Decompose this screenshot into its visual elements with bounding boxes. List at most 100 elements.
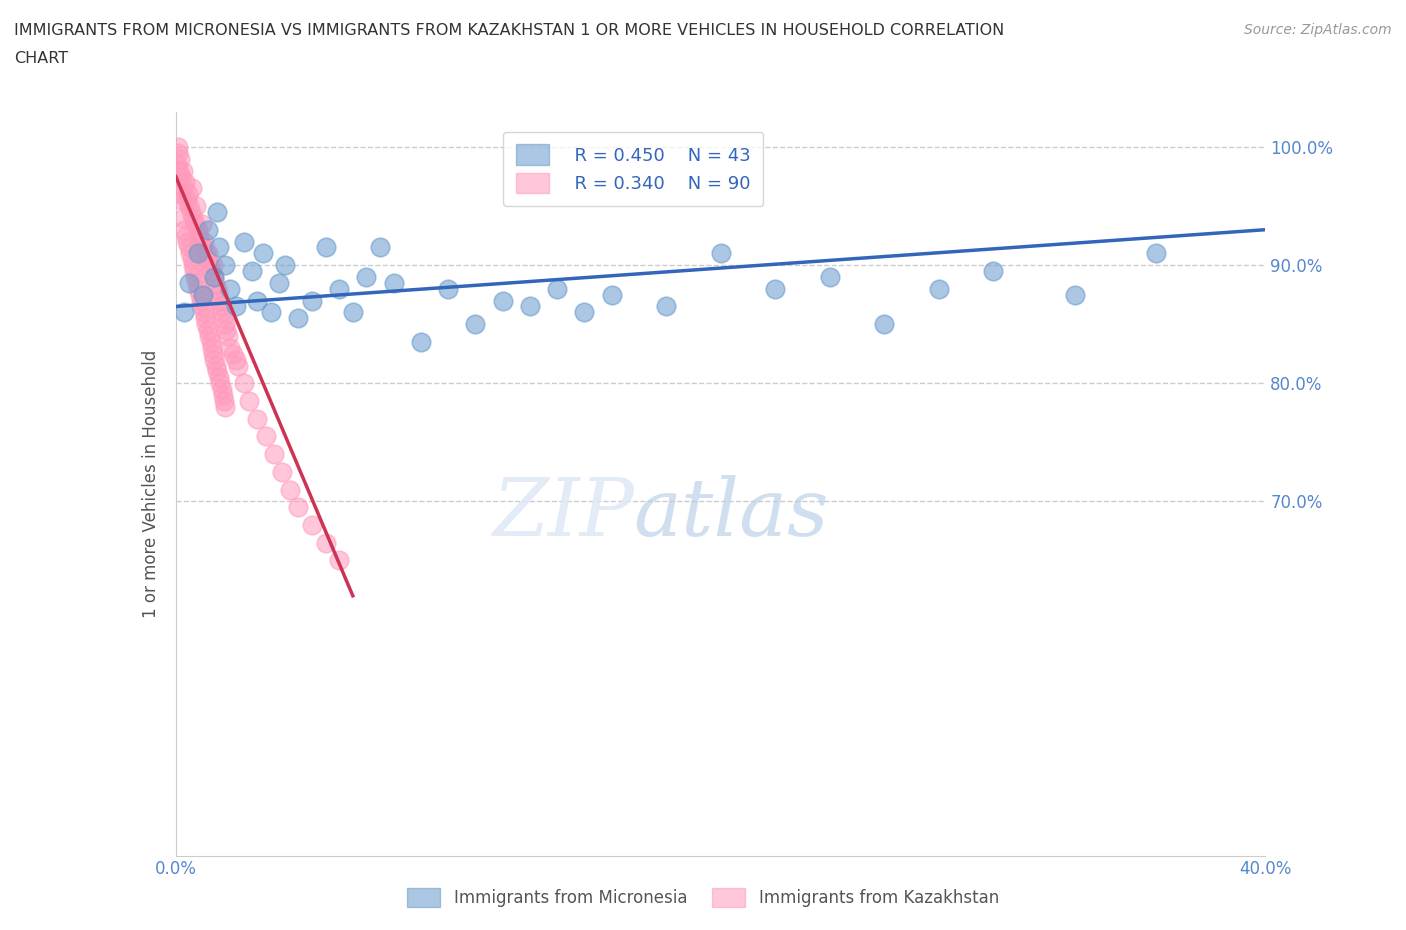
Point (208, 376, 231, 391)
Text: IMMIGRANTS FROM MICRONESIA VS IMMIGRANTS FROM KAZAKHSTAN 1 OR MORE VEHICLES IN H: IMMIGRANTS FROM MICRONESIA VS IMMIGRANTS… (14, 23, 1004, 38)
Point (188, 287, 211, 302)
Point (763, 281, 786, 296)
Point (169, 187, 191, 202)
Point (246, 411, 269, 426)
Point (328, 553, 350, 568)
Point (194, 246, 217, 260)
Point (492, 293, 515, 308)
Point (252, 246, 274, 260)
Point (176, 234, 198, 249)
Point (519, 299, 541, 314)
Point (200, 263, 222, 278)
Point (209, 299, 232, 314)
Point (214, 399, 236, 414)
Point (186, 246, 209, 260)
Point (212, 393, 235, 408)
Point (232, 234, 254, 249)
Point (166, 157, 188, 172)
Legend: Immigrants from Micronesia, Immigrants from Kazakhstan: Immigrants from Micronesia, Immigrants f… (396, 878, 1010, 917)
Point (202, 346, 225, 361)
Point (183, 263, 205, 278)
Point (170, 169, 193, 184)
Point (246, 293, 269, 308)
Point (315, 535, 337, 550)
Point (271, 464, 294, 479)
Point (356, 270, 378, 285)
Point (219, 281, 242, 296)
Point (240, 263, 263, 278)
Point (184, 270, 207, 285)
Point (198, 328, 221, 343)
Point (186, 222, 209, 237)
Point (190, 293, 212, 308)
Point (301, 293, 323, 308)
Point (197, 222, 219, 237)
Point (222, 346, 245, 361)
Point (215, 323, 238, 338)
Text: Source: ZipAtlas.com: Source: ZipAtlas.com (1244, 23, 1392, 37)
Point (208, 240, 231, 255)
Point (174, 228, 197, 243)
Point (191, 287, 214, 302)
Point (181, 258, 204, 272)
Point (225, 352, 247, 367)
Point (342, 305, 364, 320)
Point (195, 317, 218, 332)
Point (219, 340, 242, 355)
Text: ZIP: ZIP (492, 474, 633, 552)
Point (172, 210, 194, 225)
Point (214, 317, 236, 332)
Point (205, 205, 228, 219)
Point (437, 281, 460, 296)
Point (225, 299, 247, 314)
Point (179, 275, 201, 290)
Point (198, 258, 221, 272)
Point (194, 311, 217, 325)
Point (254, 429, 277, 444)
Point (177, 240, 200, 255)
Point (278, 482, 301, 497)
Point (193, 305, 215, 320)
Point (179, 199, 201, 214)
Point (981, 263, 1004, 278)
Point (205, 358, 228, 373)
Point (208, 370, 231, 385)
Point (287, 311, 309, 325)
Point (187, 228, 209, 243)
Point (200, 335, 222, 350)
Point (173, 181, 195, 196)
Point (315, 240, 337, 255)
Point (228, 358, 250, 373)
Point (177, 187, 200, 202)
Point (180, 252, 202, 267)
Point (212, 311, 235, 325)
Point (211, 381, 233, 396)
Point (214, 258, 236, 272)
Point (217, 328, 239, 343)
Point (184, 217, 207, 232)
Point (928, 281, 950, 296)
Point (1063, 287, 1085, 302)
Point (208, 293, 231, 308)
Point (269, 275, 291, 290)
Point (201, 340, 224, 355)
Point (176, 193, 198, 207)
Point (546, 281, 568, 296)
Point (188, 234, 211, 249)
Point (301, 517, 323, 532)
Point (873, 317, 896, 332)
Point (464, 317, 486, 332)
Point (232, 376, 254, 391)
Point (167, 163, 190, 178)
Point (186, 275, 208, 290)
Point (204, 352, 226, 367)
Point (170, 193, 193, 207)
Point (710, 246, 733, 260)
Point (169, 152, 191, 166)
Point (181, 181, 204, 196)
Point (409, 335, 432, 350)
Point (167, 145, 190, 160)
Point (274, 258, 297, 272)
Point (818, 270, 841, 285)
Point (201, 258, 224, 272)
